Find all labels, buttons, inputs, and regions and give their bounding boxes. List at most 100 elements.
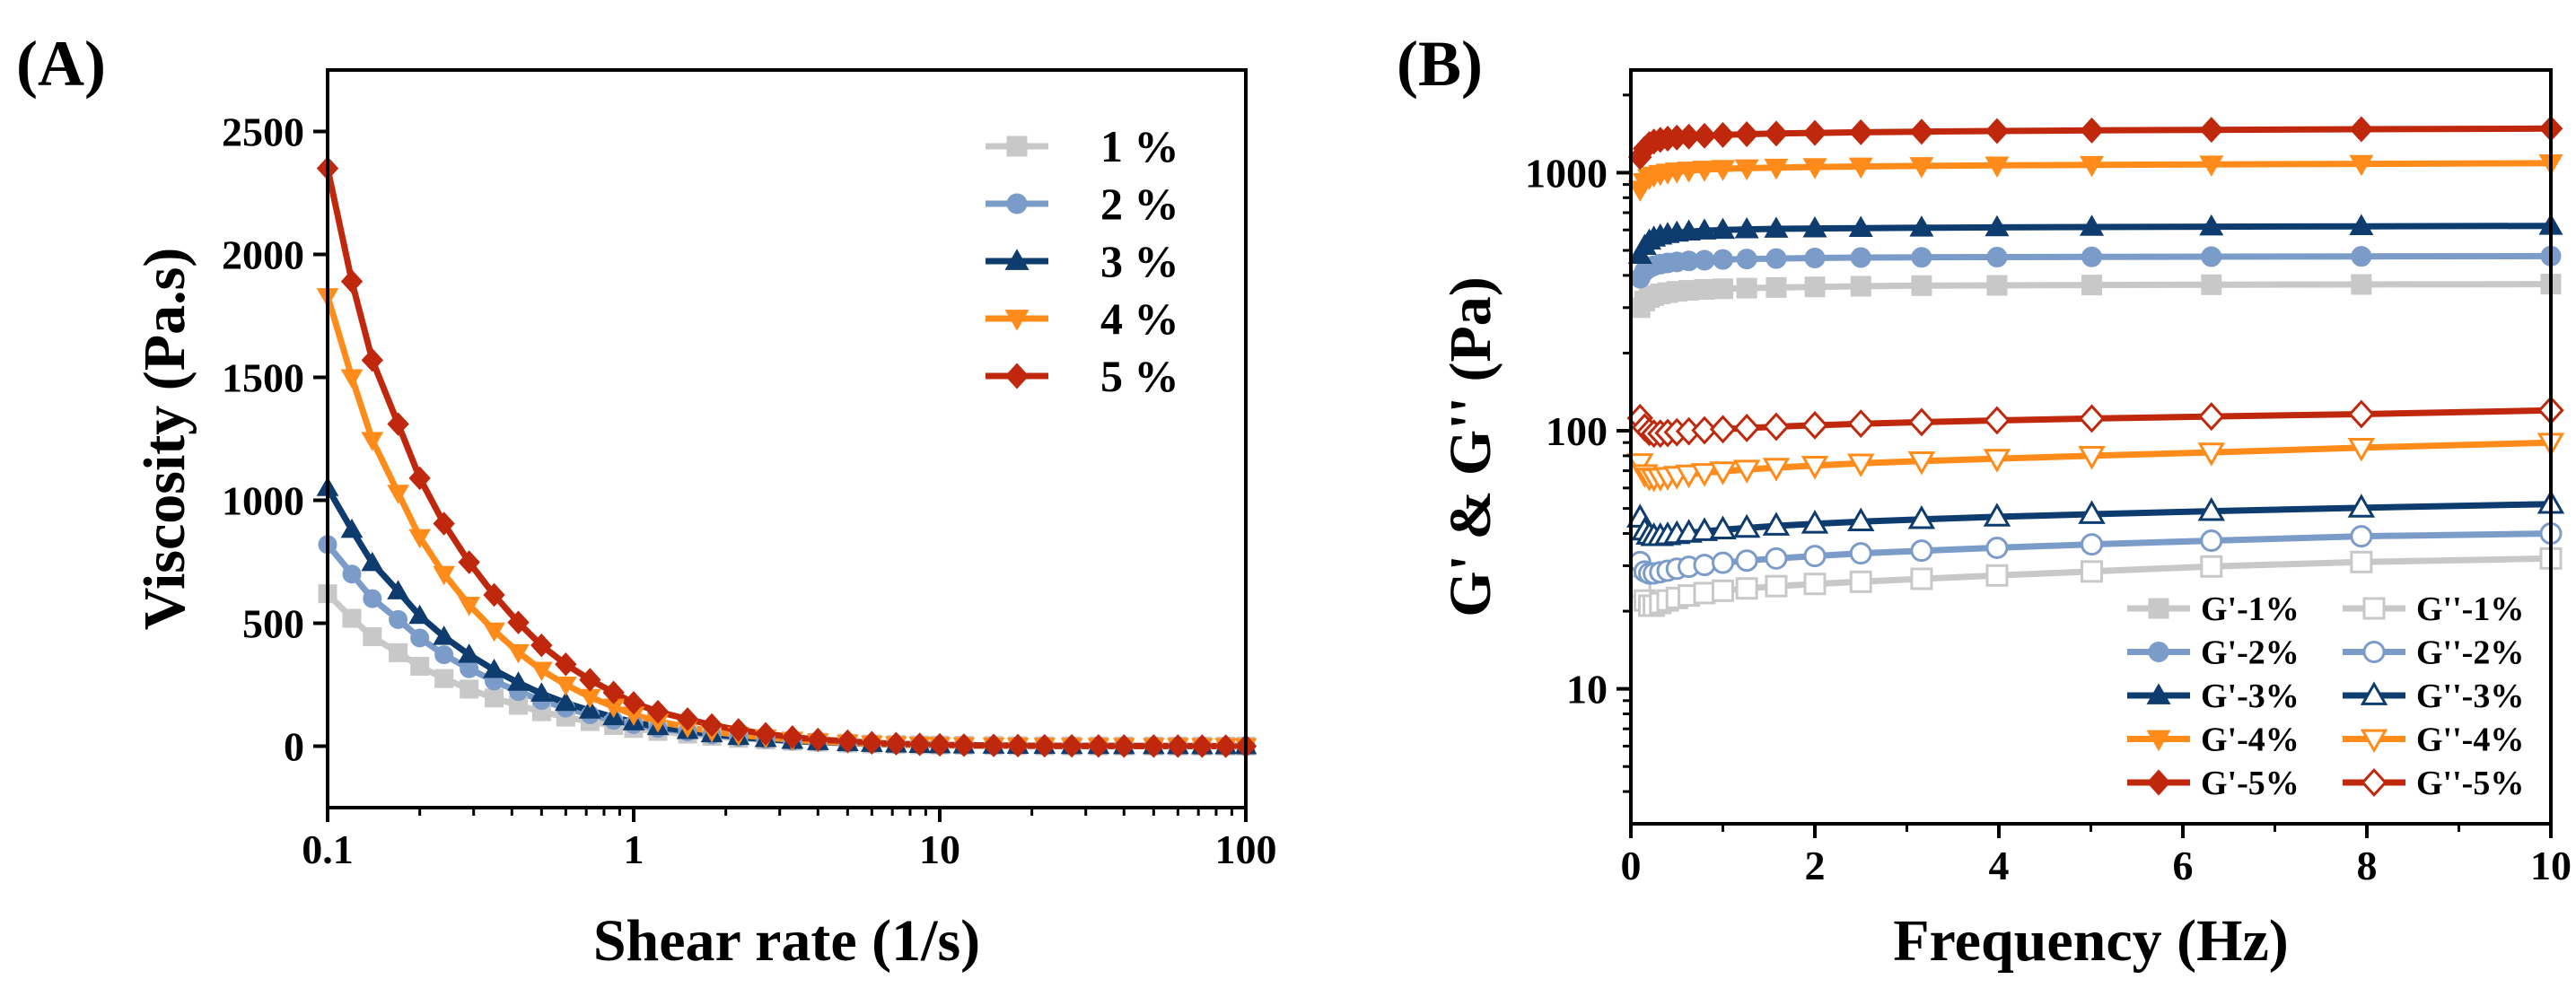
data-point bbox=[1909, 118, 1934, 145]
legend-marker-a bbox=[1006, 193, 1028, 214]
data-point bbox=[554, 677, 577, 696]
data-point bbox=[530, 661, 553, 682]
data-point bbox=[1986, 246, 2008, 267]
legend-marker-b bbox=[2360, 681, 2388, 705]
data-point bbox=[387, 580, 409, 599]
x-tick-label-b: 4 bbox=[1989, 843, 2010, 888]
data-point bbox=[483, 659, 505, 678]
data-point bbox=[1908, 407, 1935, 437]
legend-label-a: 2 % bbox=[1100, 179, 1179, 229]
data-point bbox=[2078, 404, 2106, 433]
data-point bbox=[1710, 160, 1736, 181]
data-point bbox=[622, 691, 645, 715]
data-point bbox=[2200, 529, 2223, 553]
data-point bbox=[363, 589, 382, 608]
data-point bbox=[433, 511, 455, 536]
data-point bbox=[1709, 415, 1737, 444]
legend-marker-b bbox=[2362, 641, 2386, 663]
data-point bbox=[1803, 573, 1827, 596]
data-point bbox=[928, 732, 951, 757]
data-point bbox=[1736, 277, 1757, 299]
data-point bbox=[1712, 579, 1734, 602]
data-point bbox=[408, 529, 432, 549]
data-point bbox=[1732, 459, 1761, 484]
data-point bbox=[1907, 450, 1936, 476]
data-point bbox=[387, 485, 409, 504]
x-axis-title-a: Shear rate (1/s) bbox=[593, 908, 980, 974]
data-point bbox=[2078, 500, 2106, 524]
data-point bbox=[363, 627, 382, 647]
data-point bbox=[1801, 455, 1829, 480]
data-point bbox=[2199, 214, 2224, 236]
data-point bbox=[837, 729, 859, 754]
data-point bbox=[1985, 118, 2010, 144]
legend-marker-b bbox=[2361, 768, 2388, 797]
data-point bbox=[530, 682, 553, 702]
data-point bbox=[1983, 503, 2011, 527]
data-point bbox=[361, 432, 384, 451]
data-point bbox=[1711, 121, 1735, 148]
data-point bbox=[408, 604, 432, 625]
data-point bbox=[507, 671, 530, 691]
data-point bbox=[1802, 158, 1827, 179]
legend-label-b: G'-5% bbox=[2201, 765, 2300, 802]
data-point bbox=[1765, 574, 1788, 598]
data-point bbox=[554, 691, 577, 712]
legend-marker-a bbox=[1006, 136, 1028, 157]
x-tick-label-a: 100 bbox=[1215, 826, 1277, 872]
data-point bbox=[1848, 157, 1873, 179]
y-tick-label-a: 1000 bbox=[222, 478, 304, 524]
y-tick-label-b: 100 bbox=[1546, 408, 1608, 454]
data-point bbox=[1911, 275, 1932, 296]
y-tick-label-b: 10 bbox=[1566, 667, 1608, 713]
legend-marker-b bbox=[2146, 683, 2171, 704]
data-point bbox=[646, 699, 670, 724]
data-point bbox=[1762, 511, 1791, 536]
x-tick-label-b: 0 bbox=[1621, 843, 1642, 888]
data-point bbox=[2351, 246, 2372, 267]
data-point bbox=[458, 596, 481, 616]
data-point bbox=[1847, 409, 1874, 439]
legend-marker-b bbox=[2362, 597, 2386, 620]
legend-label-b: G'-4% bbox=[2201, 721, 2300, 759]
data-point bbox=[1712, 551, 1734, 574]
data-point bbox=[2348, 399, 2375, 429]
data-point bbox=[389, 609, 408, 629]
data-point bbox=[1087, 734, 1109, 758]
data-point bbox=[2081, 533, 2104, 556]
data-point bbox=[1909, 157, 1934, 179]
data-point bbox=[433, 565, 456, 586]
legend-marker-b bbox=[2148, 598, 2169, 619]
data-point bbox=[2197, 496, 2226, 521]
data-point bbox=[982, 733, 1005, 757]
data-point bbox=[2197, 442, 2226, 467]
data-point bbox=[1733, 413, 1760, 442]
data-point bbox=[1765, 546, 1788, 570]
y-axis-title-a: Viscosity (Pa.s) bbox=[132, 248, 197, 631]
data-point bbox=[781, 725, 803, 749]
data-point bbox=[342, 564, 362, 584]
data-point bbox=[2080, 214, 2105, 236]
series-line-2 bbox=[325, 542, 1246, 749]
data-point bbox=[2198, 402, 2225, 432]
data-point bbox=[2349, 214, 2374, 235]
legend-marker-b bbox=[2360, 729, 2388, 754]
data-point bbox=[1734, 121, 1759, 148]
legend-label-b: G''-3% bbox=[2416, 678, 2524, 715]
data-point bbox=[1909, 215, 1934, 237]
data-point bbox=[483, 582, 505, 608]
data-point bbox=[1910, 567, 1933, 590]
data-point bbox=[1911, 247, 1932, 268]
data-point bbox=[1191, 734, 1214, 758]
legend-label-b: G''-4% bbox=[2416, 721, 2524, 759]
data-point bbox=[1690, 517, 1719, 541]
data-point bbox=[410, 656, 430, 676]
data-point bbox=[2200, 555, 2223, 578]
data-point bbox=[1804, 276, 1826, 298]
data-point bbox=[1849, 542, 1872, 565]
data-point bbox=[1694, 278, 1715, 300]
legend-label-b: G'-1% bbox=[2201, 590, 2300, 628]
data-point bbox=[1143, 734, 1165, 758]
data-point bbox=[1802, 215, 1827, 238]
data-point bbox=[861, 730, 883, 755]
